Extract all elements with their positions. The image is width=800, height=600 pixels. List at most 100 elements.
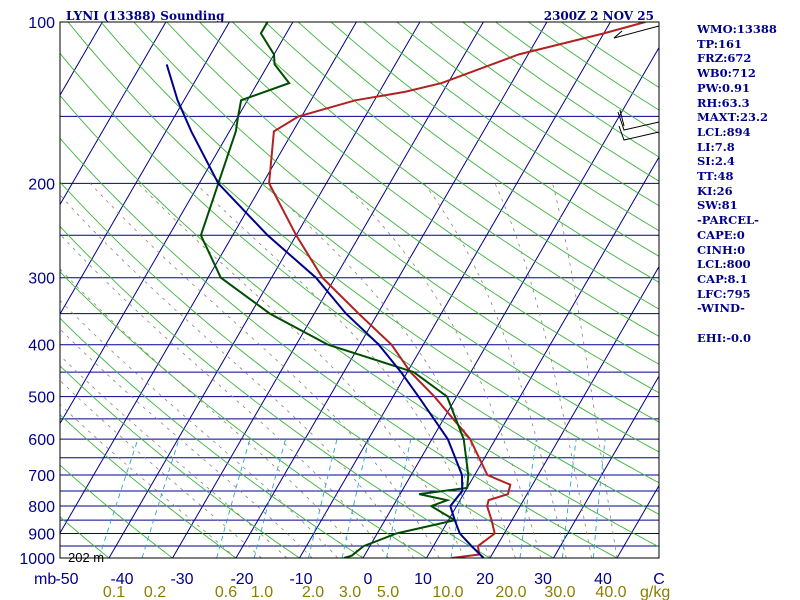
mixing-ratio-label-0: 0.1 [103, 584, 125, 600]
index-line-12: SW:81 [697, 198, 738, 213]
mixing-ratio-label-6: 5.0 [377, 584, 399, 600]
dry-adiabat-140 [297, 22, 659, 283]
trace-temperature [268, 22, 646, 558]
dry-adiabat-30 [60, 181, 554, 558]
chart-title: LYNI (13388) Sounding [66, 9, 225, 23]
index-line-16: LCL:800 [697, 257, 751, 272]
dry-adiabat-50 [60, 94, 659, 548]
dry-adiabat-110 [199, 22, 659, 365]
dry-adiabat--40 [60, 516, 110, 558]
mixing-ratio-label-10: 40.0 [595, 584, 626, 600]
moist-adiabat--4 [60, 299, 338, 558]
dry-adiabat-40 [60, 137, 618, 558]
wind-barb-upper [617, 109, 660, 141]
isotherm--10 [299, 22, 611, 558]
pressure-label-300: 300 [28, 271, 55, 288]
dry-adiabat-70 [67, 22, 659, 484]
pressure-label-500: 500 [28, 390, 55, 407]
mixing-ratio-label-2: 0.6 [215, 584, 237, 600]
dry-adiabat--10 [60, 365, 300, 558]
moist-adiabat-0 [60, 268, 364, 558]
pressure-label-1000: 1000 [19, 551, 55, 568]
temperature-label-4: -10 [289, 571, 312, 588]
dry-adiabat-120 [232, 22, 659, 337]
dry-adiabat-150 [330, 22, 659, 257]
isotherm--40 [108, 22, 421, 558]
moist-adiabat--12 [60, 355, 288, 558]
index-line-17: CAP:8.1 [697, 271, 748, 286]
dry-adiabat-10 [60, 271, 427, 558]
temperature-label-10: C [653, 571, 665, 588]
mixing-ratio-line-0 [98, 438, 139, 558]
index-line-6: MAXT:23.2 [697, 110, 768, 125]
mixing-ratio-label-7: 10.0 [432, 584, 463, 600]
index-line-4: PW:0.91 [697, 80, 751, 95]
isotherm-10 [426, 156, 659, 558]
temperature-label-3: -20 [230, 571, 253, 588]
index-line-11: KI:26 [697, 183, 733, 198]
moist-adiabat-36 [494, 183, 592, 558]
moist-adiabat-12 [89, 183, 440, 558]
moist-adiabat-24 [263, 183, 516, 558]
pressure-label-200: 200 [28, 176, 55, 193]
dry-adiabat-60 [60, 52, 659, 515]
index-line-13: -PARCEL- [697, 213, 759, 228]
moist-adiabat--8 [60, 328, 313, 558]
moist-adiabat-28 [342, 183, 542, 558]
index-line-20 [697, 316, 800, 331]
temperature-label-1: -40 [110, 571, 133, 588]
trace-dewpoint [199, 22, 470, 558]
pressure-label-100: 100 [28, 15, 55, 32]
index-line-19: -WIND- [697, 301, 745, 316]
dry-adiabat-20 [60, 225, 491, 558]
temperature-label-8: 30 [534, 571, 552, 588]
pressure-label-400: 400 [28, 338, 55, 355]
pressure-unit-label: mb [34, 571, 56, 588]
index-panel: WMO:13388 TP:161 FRZ:672 WB0:712 PW:0.91 RH:6… [697, 22, 800, 345]
index-line-18: LFC:795 [697, 286, 751, 301]
moist-adiabat-8 [60, 194, 415, 558]
pressure-label-800: 800 [28, 499, 55, 516]
index-line-14: CAPE:0 [697, 227, 745, 242]
temperature-label-6: 10 [414, 571, 432, 588]
pressure-label-700: 700 [28, 468, 55, 485]
mixing-ratio-label-1: 0.2 [144, 584, 166, 600]
pressure-label-600: 600 [28, 432, 55, 449]
temperature-label-9: 40 [594, 571, 612, 588]
isotherm-20 [489, 265, 659, 558]
index-line-7: LCL:894 [697, 124, 751, 139]
mixing-ratio-line-10 [592, 439, 606, 558]
pressure-label-900: 900 [28, 526, 55, 543]
plot-background [60, 22, 659, 558]
temperature-label-7: 20 [476, 571, 494, 588]
index-line-21: EHI:-0.0 [697, 330, 752, 345]
index-line-8: LI:7.8 [697, 139, 735, 154]
dry-adiabat-0 [60, 317, 364, 558]
index-line-0: WMO:13388 [697, 22, 777, 36]
dry-adiabat-90 [133, 22, 659, 423]
dry-adiabat-80 [100, 22, 659, 453]
dry-adiabat-100 [166, 22, 659, 394]
moist-adiabat--16 [60, 380, 262, 558]
surface-altitude-label: 202 m [68, 550, 104, 565]
mixing-ratio-label-3: 1.0 [251, 584, 273, 600]
isotherm--80 [60, 22, 167, 206]
mixing-ratio-label-9: 30.0 [544, 584, 575, 600]
trace-parcel [165, 64, 485, 558]
isotherm--20 [235, 22, 548, 558]
plot-frame [59, 21, 660, 559]
wind-barbs [613, 25, 660, 141]
index-line-9: SI:2.4 [697, 154, 735, 169]
moist-adiabat-40 [552, 183, 618, 558]
isotherm-0 [362, 46, 659, 558]
mixing-ratio-line-1 [141, 438, 180, 558]
moist-adiabat-4 [60, 233, 389, 558]
dry-adiabat-130 [265, 22, 659, 310]
dry-adiabat--20 [60, 414, 237, 558]
moist-adiabat-32 [423, 183, 567, 558]
temperature-label-0: -50 [55, 571, 78, 588]
isotherm--60 [60, 22, 294, 425]
temperature-label-5: 0 [364, 571, 373, 588]
dry-adiabat--30 [60, 464, 173, 558]
